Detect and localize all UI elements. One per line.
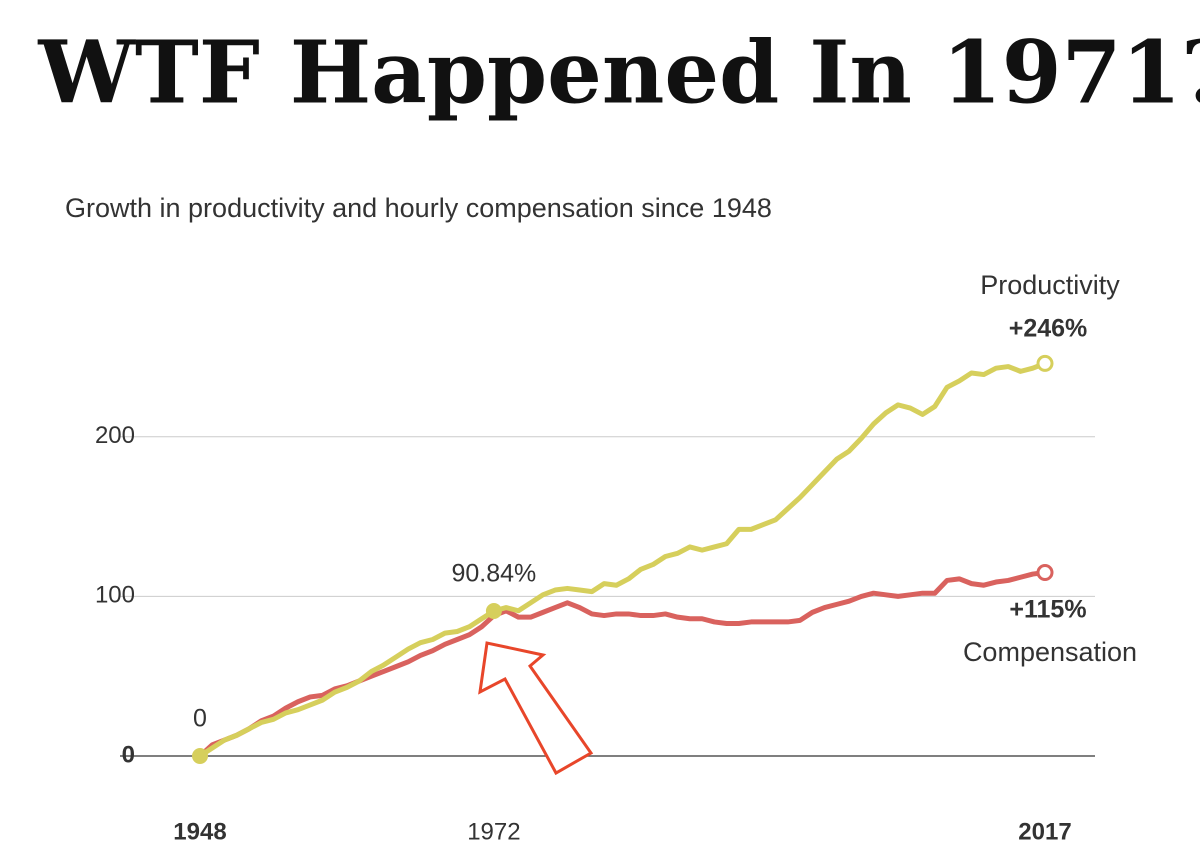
arrow xyxy=(478,641,594,776)
chart-title: WTF Happened In 1971? xyxy=(37,23,1200,124)
plot xyxy=(192,354,1054,764)
value-label: 90.84% xyxy=(452,560,537,588)
line xyxy=(198,361,1046,759)
value-label: +115% xyxy=(1009,596,1086,624)
value-label: 0 xyxy=(193,705,207,733)
point xyxy=(485,603,502,620)
x-tick-label: 1972 xyxy=(467,818,520,845)
grid: 0 100 200 xyxy=(95,422,1095,768)
value-label: +246% xyxy=(1009,315,1088,343)
legend-label: Compensation xyxy=(963,637,1137,667)
y-tick-label: 0 xyxy=(122,741,135,768)
chart-subtitle: Growth in productivity and hourly compen… xyxy=(65,193,772,223)
legend-label: Productivity xyxy=(980,270,1120,300)
point xyxy=(192,748,208,764)
x-tick-label: 1948 xyxy=(173,818,226,845)
y-tick-label: 200 xyxy=(95,422,135,449)
x-tick-label: 2017 xyxy=(1018,818,1071,845)
end-point xyxy=(1036,563,1054,581)
line xyxy=(198,569,1046,758)
y-tick-label: 100 xyxy=(95,582,135,609)
end-point xyxy=(1036,354,1054,372)
